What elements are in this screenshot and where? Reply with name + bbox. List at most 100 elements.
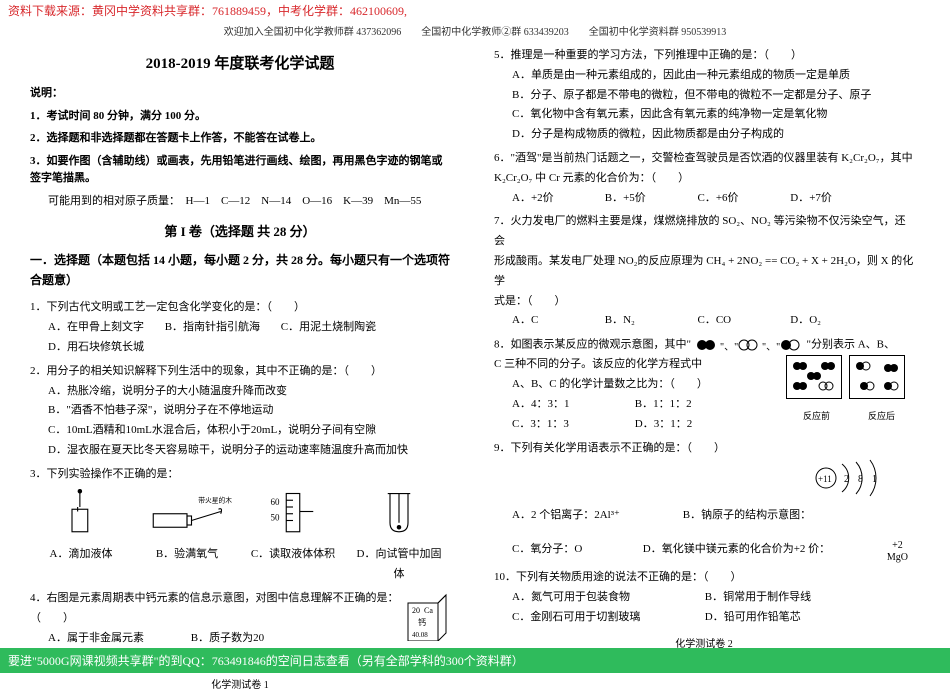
q6-options: A．+2价 B．+5价 C．+6价 D．+7价 — [494, 189, 914, 209]
atomic-masses: 可能用到的相对原子质量： H—1 C—12 N—14 O—16 K—39 Mn—… — [30, 193, 450, 211]
q3-stem: 3．下列实验操作不正确的是： — [30, 465, 450, 485]
q3-opt-a: A．滴加液体 — [36, 545, 126, 585]
svg-text:8: 8 — [858, 474, 863, 485]
q5-opt-c: C．氧化物中含有氧元素，因此含有氧元素的纯净物一定是氧化物 — [512, 105, 914, 125]
q7-opt-d: D．O₂ — [790, 311, 880, 331]
q3-opt-d: D．向试管中加固体 — [354, 545, 444, 585]
q9-opt-c: C．氧分子：O — [512, 540, 622, 560]
q7-opt-c: C．CO — [698, 311, 788, 331]
q10-opt-a: A．氮气可用于包装食物 — [512, 588, 702, 608]
q3-diagram-c: 60 50 — [248, 489, 338, 542]
instruction-1: 1．考试时间 80 分钟，满分 100 分。 — [30, 108, 450, 126]
two-column-layout: 2018-2019 年度联考化学试题 说明： 1．考试时间 80 分钟，满分 1… — [0, 46, 950, 691]
q4-element-box: 20 Ca 钙 40.08 — [404, 589, 450, 649]
q10-stem: 10．下列有关物质用途的说法不正确的是：（ ） — [494, 568, 914, 588]
q3-opt-c: C．读取液体体积 — [248, 545, 338, 585]
q7-stem-2: 形成酸雨。某发电厂处理 NO₂的反应原理为 CH₄ + 2NO₂ == CO₂ … — [494, 252, 914, 292]
svg-text:"、": "、" — [762, 342, 780, 353]
q5-opt-d: D．分子是构成物质的微粒，因此物质都是由分子构成的 — [512, 125, 914, 145]
svg-text:60: 60 — [271, 496, 281, 506]
q3-diagram-a — [36, 489, 126, 542]
instruction-2: 2．选择题和非选择题都在答题卡上作答，不能答在试卷上。 — [30, 130, 450, 148]
q3-labels: A．滴加液体 B．验满氧气 C．读取液体体积 D．向试管中加固体 — [30, 545, 450, 585]
q1-opt-d: D．用石块修筑长城 — [48, 338, 144, 358]
page-2: 5．推理是一种重要的学习方法，下列推理中正确的是：（ ） A．单质是由一种元素组… — [494, 46, 914, 691]
q3-opt-b: B．验满氧气 — [142, 545, 232, 585]
q6-stem-1: 6．"酒驾"是当前热门话题之一，交警检查驾驶员是否饮酒的仪器里装有 K₂Cr₂O… — [494, 149, 914, 169]
q10-options-row1: A．氮气可用于包装食物 B．铜常用于制作导线 — [494, 588, 914, 608]
q9-atom-diagram: +11 2 8 1 — [494, 458, 914, 506]
q1-opt-a: A．在甲骨上刻文字 — [48, 318, 144, 338]
top-source-line: 资料下载来源：黄冈中学资料共享群：761889459，中考化学群：4621006… — [0, 0, 950, 21]
q5-options: A．单质是由一种元素组成的，因此由一种元素组成的物质一定是单质 B．分子、原子都… — [494, 66, 914, 145]
svg-text:1: 1 — [872, 474, 877, 485]
question-5: 5．推理是一种重要的学习方法，下列推理中正确的是：（ ） A．单质是由一种元素组… — [494, 46, 914, 145]
q7-stem-3: 式是：（ ） — [494, 292, 914, 312]
exam-title: 2018-2019 年度联考化学试题 — [30, 52, 450, 73]
q7-opt-b: B．N₂ — [605, 311, 695, 331]
q5-opt-a: A．单质是由一种元素组成的，因此由一种元素组成的物质一定是单质 — [512, 66, 914, 86]
svg-text:钙: 钙 — [418, 617, 426, 627]
q9-opt-d: D．氧化镁中镁元素的化合价为+2 价： — [643, 540, 830, 560]
q2-opt-a: A．热胀冷缩，说明分子的大小随温度升降而改变 — [48, 382, 450, 402]
q8-stem-line1: 8．如图表示某反应的微观示意图，其中" "、" "、" "分别表示 A、B、 — [494, 335, 914, 355]
subsection-1-header: 一．选择题（本题包括 14 小题，每小题 2 分，共 28 分。每小题只有一个选… — [30, 250, 450, 291]
question-9: 9．下列有关化学用语表示不正确的是：（ ） +11 2 8 1 A．2 个铝离子… — [494, 439, 914, 564]
question-7: 7．火力发电厂的燃料主要是煤，煤燃烧排放的 SO₂、NO₂ 等污染物不仅污染空气… — [494, 212, 914, 331]
q3-diagrams: 带火星的木条 60 50 — [30, 489, 450, 542]
svg-text:20: 20 — [412, 606, 420, 615]
q6-opt-d: D．+7价 — [790, 189, 880, 209]
q3-diagram-b: 带火星的木条 — [142, 489, 232, 542]
q7-opt-a: A．C — [512, 311, 602, 331]
svg-text:40.08: 40.08 — [412, 631, 428, 639]
svg-text:Ca: Ca — [424, 606, 433, 615]
q2-opt-b: B．"酒香不怕巷子深"，说明分子在不停地运动 — [48, 401, 450, 421]
q7-stem-1: 7．火力发电厂的燃料主要是煤，煤燃烧排放的 SO₂、NO₂ 等污染物不仅污染空气… — [494, 212, 914, 252]
q8-opt-d: D．3：1：2 — [635, 415, 725, 435]
q2-stem: 2．用分子的相关知识解释下列生活中的现象，其中不正确的是：（ ） — [30, 362, 450, 382]
q6-opt-c: C．+6价 — [698, 189, 788, 209]
question-10: 10．下列有关物质用途的说法不正确的是：（ ） A．氮气可用于包装食物 B．铜常… — [494, 568, 914, 627]
q9-stem: 9．下列有关化学用语表示不正确的是：（ ） — [494, 439, 914, 459]
q1-stem: 1．下列古代文明或工艺一定包含化学变化的是：（ ） — [30, 298, 450, 318]
q9-options-row1: A．2 个铝离子：2Al³⁺ B．钠原子的结构示意图： — [494, 506, 914, 526]
page-1-footer: 化学测试卷 1 — [30, 676, 450, 691]
q2-opt-c: C．10mL酒精和10mL水混合后，体积小于20mL，说明分子间有空隙 — [48, 421, 450, 441]
svg-text:带火星的木条: 带火星的木条 — [198, 495, 232, 504]
q1-opt-c: C．用泥土烧制陶瓷 — [281, 318, 376, 338]
svg-text:50: 50 — [271, 512, 281, 522]
q7-options: A．C B．N₂ C．CO D．O₂ — [494, 311, 914, 331]
after-box — [849, 355, 905, 399]
after-label: 反应后 — [868, 408, 895, 424]
question-8: 8．如图表示某反应的微观示意图，其中" "、" "、" "分别表示 A、B、 — [494, 335, 914, 434]
q6-opt-b: B．+5价 — [605, 189, 695, 209]
q8-opt-b: B．1：1：2 — [635, 395, 725, 415]
question-1: 1．下列古代文明或工艺一定包含化学变化的是：（ ） A．在甲骨上刻文字 B．指南… — [30, 298, 450, 357]
q6-stem-2: K₂Cr₂O₇ 中 Cr 元素的化合价为：（ ） — [494, 169, 914, 189]
q8-opt-a: A．4：3：1 — [512, 395, 632, 415]
question-2: 2．用分子的相关知识解释下列生活中的现象，其中不正确的是：（ ） A．热胀冷缩，… — [30, 362, 450, 461]
q10-options-row2: C．金刚石可用于切割玻璃 D．铅可用作铅笔芯 — [494, 608, 914, 628]
question-6: 6．"酒驾"是当前热门话题之一，交警检查驾驶员是否饮酒的仪器里装有 K₂Cr₂O… — [494, 149, 914, 208]
sodium-atom-icon: +11 2 8 1 — [812, 458, 884, 498]
q2-options: A．热胀冷缩，说明分子的大小随温度升降而改变 B．"酒香不怕巷子深"，说明分子在… — [30, 382, 450, 461]
question-3: 3．下列实验操作不正确的是： 带火 — [30, 465, 450, 585]
q4-options-row1: A．属于非金属元素 B．质子数为20 — [30, 629, 450, 649]
q6-opt-a: A．+2价 — [512, 189, 602, 209]
test-tube-solid-icon — [354, 489, 444, 534]
svg-text:2: 2 — [844, 474, 849, 485]
q9-opt-b: B．钠原子的结构示意图： — [683, 506, 811, 526]
q9-options-row2: C．氧分子：O D．氧化镁中镁元素的化合价为+2 价： — [494, 540, 914, 560]
q4-opt-a: A．属于非金属元素 — [48, 629, 188, 649]
q4-stem: 4．右图是元素周期表中钙元素的信息示意图，对图中信息理解不正确的是：（ ） — [30, 589, 450, 629]
q5-stem: 5．推理是一种重要的学习方法，下列推理中正确的是：（ ） — [494, 46, 914, 66]
svg-text:"、": "、" — [720, 342, 738, 353]
q9-opt-a: A．2 个铝离子：2Al³⁺ — [512, 506, 662, 526]
graduated-cylinder-icon: 60 50 — [248, 489, 338, 534]
molecule-icons: "、" "、" — [694, 335, 804, 355]
instruction-3: 3．如要作图（含辅助线）或画表，先用铅笔进行画线、绘图，再用黑色字迹的钢笔或签字… — [30, 153, 450, 188]
periodic-element-icon: 20 Ca 钙 40.08 — [404, 589, 450, 641]
top-groups-line: 欢迎加入全国初中化学教师群 437362096 全国初中化学教师②群 63343… — [0, 21, 950, 46]
q4-opt-b: B．质子数为20 — [191, 629, 281, 649]
q3-diagram-d — [354, 489, 444, 542]
